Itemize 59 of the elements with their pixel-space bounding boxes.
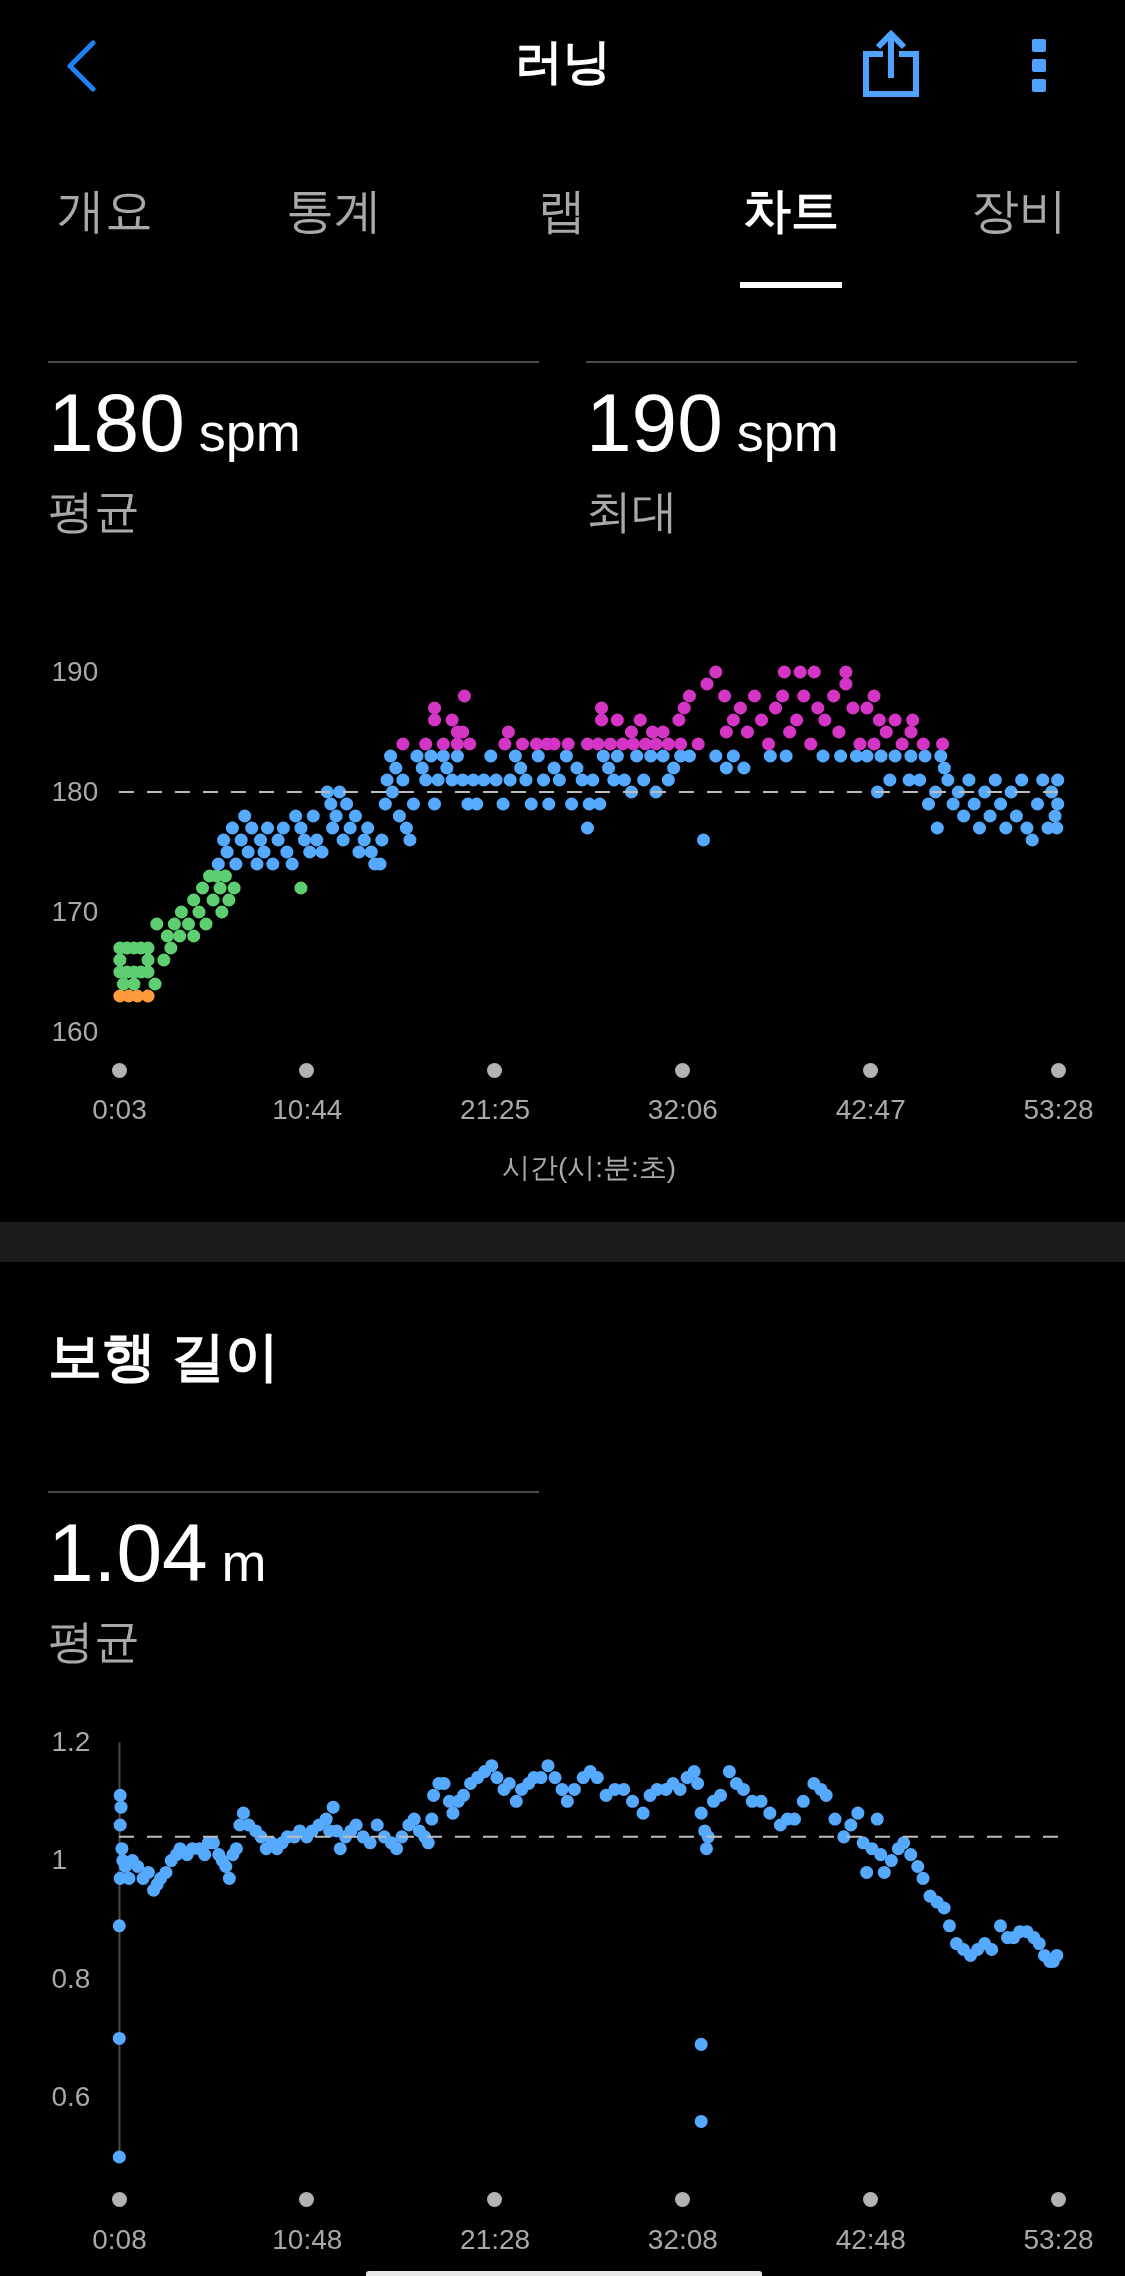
- x-tick-label: 32:08: [647, 2223, 718, 2255]
- y-tick-label: 0.6: [51, 2081, 91, 2113]
- point: [195, 881, 210, 895]
- x-tick-label: 10:48: [272, 2223, 343, 2255]
- point: [213, 881, 227, 895]
- point: [294, 881, 308, 895]
- point: [167, 917, 181, 931]
- point: [227, 881, 241, 895]
- text: 최대: [586, 485, 678, 537]
- x-tick-label: 0:08: [92, 2223, 147, 2255]
- text: 장비: [970, 184, 1068, 238]
- x-tick-label: 32:06: [647, 1093, 718, 1125]
- point: [164, 941, 178, 955]
- point: [206, 893, 220, 907]
- x-tick-label: 53:28: [1023, 1093, 1094, 1125]
- y-tick-label: 170: [51, 895, 99, 927]
- point: [141, 953, 155, 967]
- point: [157, 953, 171, 967]
- point: [116, 977, 130, 991]
- y-tick-label: 1.2: [51, 1725, 91, 1757]
- point: [192, 905, 206, 919]
- text: 러닝: [513, 35, 612, 88]
- text: 1.04 m: [48, 1507, 267, 1598]
- point: [160, 929, 174, 943]
- y-tick-label: 180: [51, 775, 99, 807]
- point: [174, 905, 188, 919]
- chart-title: 보행 길이: [48, 1326, 280, 1386]
- text: 180 spm: [48, 377, 301, 468]
- x-tick-label: 42:48: [835, 2223, 906, 2255]
- text: 랩: [537, 184, 587, 238]
- y-tick-label: 1: [51, 1844, 68, 1876]
- x-tick-label: 21:25: [460, 1093, 531, 1125]
- point: [187, 893, 201, 907]
- x-tick-label: 42:47: [835, 1093, 906, 1125]
- x-tick-label: 21:28: [460, 2223, 531, 2255]
- point: [215, 905, 229, 919]
- text: 통계: [284, 184, 383, 238]
- text: 190 spm: [586, 377, 839, 468]
- text: 차트: [741, 184, 840, 238]
- point: [222, 893, 236, 907]
- point: [173, 929, 187, 943]
- point: [113, 953, 127, 967]
- point: [181, 917, 195, 931]
- x-tick-label: 10:44: [272, 1093, 343, 1125]
- y-tick-label: 160: [51, 1015, 99, 1047]
- text: 평균: [48, 485, 140, 537]
- x-tick-label: 53:28: [1023, 2223, 1094, 2255]
- x-axis-title: 시간(시:분:초): [501, 1151, 677, 1183]
- text: 평균: [48, 1615, 140, 1667]
- point: [199, 917, 213, 931]
- point: [148, 977, 162, 991]
- text: 개요: [56, 184, 154, 238]
- y-tick-label: 0.8: [51, 1962, 91, 1994]
- point: [150, 917, 164, 931]
- point: [127, 977, 141, 991]
- x-tick-label: 0:03: [92, 1093, 147, 1125]
- point: [187, 929, 201, 943]
- point: [141, 989, 155, 1003]
- y-tick-label: 190: [51, 655, 99, 687]
